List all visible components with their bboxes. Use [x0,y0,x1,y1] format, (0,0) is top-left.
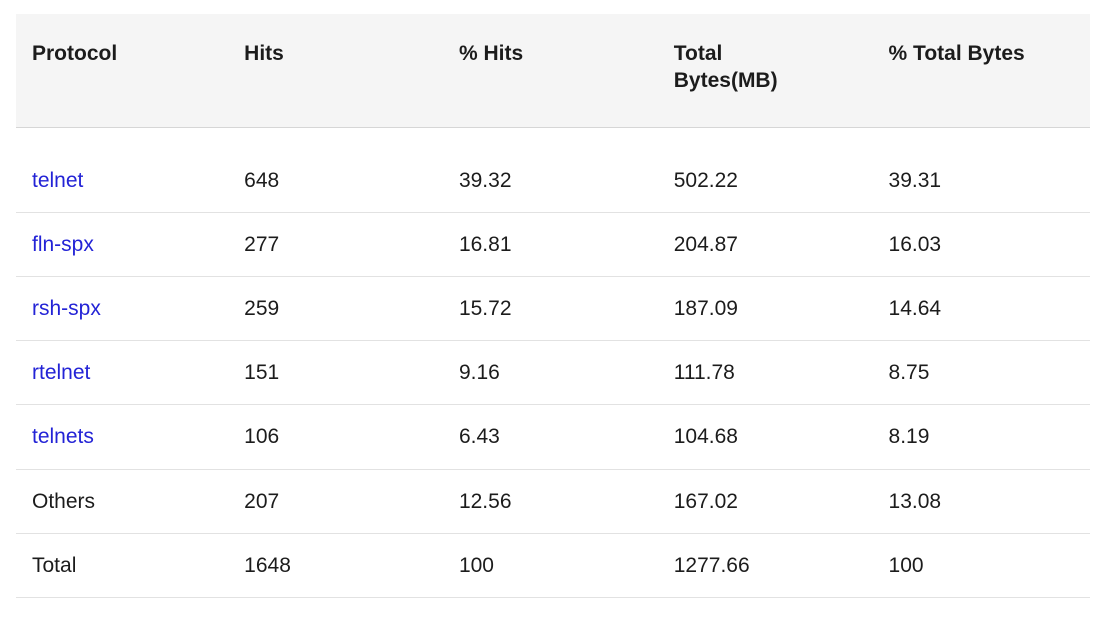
table-row-rtelnet: rtelnet 151 9.16 111.78 8.75 [16,340,1090,405]
protocol-link-telnets[interactable]: telnets [32,425,94,449]
pct-total-bytes-cell: 100 [880,532,1090,598]
pct-hits-cell: 16.81 [450,211,666,277]
column-header-pct-hits: % Hits [450,14,666,128]
protocol-link-rtelnet[interactable]: rtelnet [32,361,91,385]
column-header-protocol: Protocol [16,14,237,128]
protocol-link-rsh-spx[interactable]: rsh-spx [32,296,101,320]
pct-hits-cell: 12.56 [450,468,666,534]
pct-hits-cell: 100 [450,532,666,598]
table-body: telnet 648 39.32 502.22 39.31 fln-spx 27… [16,126,1090,598]
protocol-label-others: Others [32,489,96,513]
pct-total-bytes-cell: 8.19 [880,404,1090,470]
total-bytes-cell: 187.09 [665,275,881,341]
hits-cell: 1648 [236,532,451,598]
table-row-telnet: telnet 648 39.32 502.22 39.31 [16,126,1090,213]
total-bytes-cell: 104.68 [665,404,881,470]
pct-hits-cell: 6.43 [450,404,666,470]
column-header-total-bytes-label: Total Bytes(MB) [673,42,778,93]
protocol-cell: telnet [16,126,237,213]
protocol-cell: rtelnet [16,340,237,405]
pct-total-bytes-cell: 13.08 [880,468,1090,534]
protocol-link-telnet[interactable]: telnet [32,168,84,192]
pct-total-bytes-cell: 14.64 [880,275,1090,341]
table-row-rsh-spx: rsh-spx 259 15.72 187.09 14.64 [16,275,1090,341]
pct-total-bytes-cell: 39.31 [880,126,1090,213]
column-header-hits: Hits [236,14,451,128]
protocol-label-total: Total [32,553,77,577]
table-row-total: Total 1648 100 1277.66 100 [16,532,1090,598]
protocol-cell: fln-spx [16,211,237,277]
total-bytes-cell: 204.87 [665,211,881,277]
table-row-telnets: telnets 106 6.43 104.68 8.19 [16,404,1090,470]
table-header: Protocol Hits % Hits Total Bytes(MB) % T… [16,14,1090,128]
total-bytes-cell: 1277.66 [665,532,881,598]
protocol-stats-table: Protocol Hits % Hits Total Bytes(MB) % T… [16,14,1090,598]
column-header-pct-total-bytes: % Total Bytes [880,14,1090,128]
pct-total-bytes-cell: 16.03 [880,211,1090,277]
hits-cell: 648 [236,126,451,213]
table-row-fln-spx: fln-spx 277 16.81 204.87 16.03 [16,211,1090,277]
header-row: Protocol Hits % Hits Total Bytes(MB) % T… [16,14,1090,128]
protocol-cell: Others [16,468,237,534]
hits-cell: 207 [236,468,451,534]
hits-cell: 259 [236,275,451,341]
protocol-link-fln-spx[interactable]: fln-spx [32,232,94,256]
protocol-cell: rsh-spx [16,275,237,341]
protocol-cell: telnets [16,404,237,470]
column-header-total-bytes: Total Bytes(MB) [665,14,881,128]
pct-hits-cell: 9.16 [450,340,666,405]
pct-total-bytes-cell: 8.75 [880,340,1090,405]
total-bytes-cell: 167.02 [665,468,881,534]
table-row-others: Others 207 12.56 167.02 13.08 [16,468,1090,534]
pct-hits-cell: 15.72 [450,275,666,341]
hits-cell: 151 [236,340,451,405]
total-bytes-cell: 111.78 [665,340,881,405]
pct-hits-cell: 39.32 [450,126,666,213]
total-bytes-cell: 502.22 [665,126,881,213]
hits-cell: 277 [236,211,451,277]
protocol-cell: Total [16,532,237,598]
hits-cell: 106 [236,404,451,470]
